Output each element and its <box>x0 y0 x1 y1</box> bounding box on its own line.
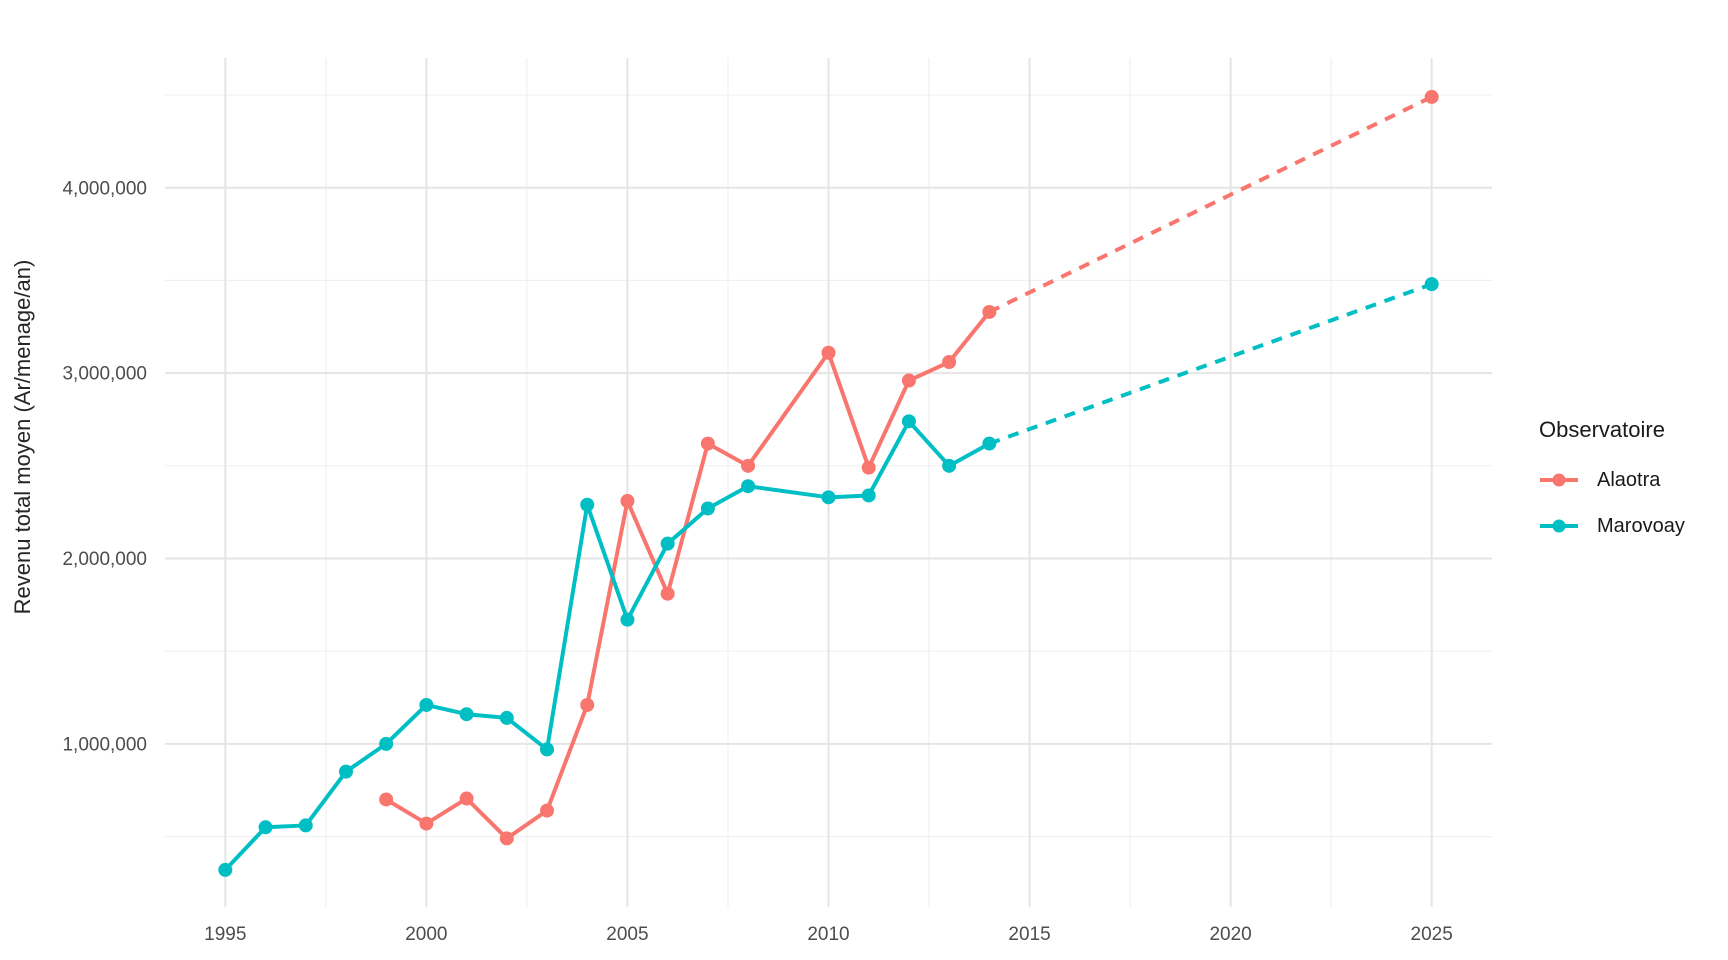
legend-item-alaotra: Alaotra <box>1539 457 1728 503</box>
point-marovoay-2006 <box>660 536 675 551</box>
point-alaotra-2011 <box>861 460 876 475</box>
point-marovoay-2013 <box>942 458 957 473</box>
point-alaotra-2001 <box>459 791 474 806</box>
point-marovoay-2011 <box>861 488 876 503</box>
x-tick-label-2015: 2015 <box>1008 924 1050 945</box>
y-tick-label-2,000,000: 2,000,000 <box>62 549 147 570</box>
point-alaotra-2006 <box>660 586 675 601</box>
x-tick-label-2000: 2000 <box>405 924 447 945</box>
point-alaotra-2002 <box>499 831 514 846</box>
point-alaotra-2013 <box>942 355 957 370</box>
legend-key-alaotra-icon <box>1540 473 1578 487</box>
legend-key-marovoay-icon <box>1540 519 1578 533</box>
y-axis-title: Revenu total moyen (Ar/menage/an) <box>10 259 35 615</box>
point-marovoay-2025-projected <box>1424 277 1439 292</box>
x-tick-label-2020: 2020 <box>1209 924 1251 945</box>
x-tick-label-2005: 2005 <box>606 924 648 945</box>
point-marovoay-2002 <box>499 710 514 725</box>
legend-items: Alaotra Marovoay <box>1539 457 1728 549</box>
point-alaotra-2003 <box>540 803 555 818</box>
legend-title: Observatoire <box>1539 417 1665 442</box>
point-marovoay-2010 <box>821 490 836 505</box>
marovoay-line-projected <box>988 282 1433 446</box>
point-alaotra-2025-projected <box>1424 89 1439 104</box>
point-alaotra-2007 <box>700 436 715 451</box>
y-tick-label-4,000,000: 4,000,000 <box>62 178 147 199</box>
point-marovoay-1995 <box>218 862 233 877</box>
point-marovoay-2005 <box>620 612 635 627</box>
point-marovoay-2012 <box>901 414 916 429</box>
y-tick-label-1,000,000: 1,000,000 <box>62 734 147 755</box>
point-alaotra-1999 <box>379 792 394 807</box>
point-marovoay-2001 <box>459 707 474 722</box>
point-alaotra-2010 <box>821 345 836 360</box>
x-tick-label-1995: 1995 <box>204 924 246 945</box>
x-tick-label-2010: 2010 <box>807 924 849 945</box>
point-marovoay-1999 <box>379 736 394 751</box>
legend: Observatoire Alaotra Marovoay <box>1539 417 1728 549</box>
point-marovoay-2014 <box>982 436 997 451</box>
legend-label-alaotra: Alaotra <box>1597 468 1661 491</box>
point-alaotra-2004 <box>580 697 595 712</box>
point-marovoay-1998 <box>338 764 353 779</box>
legend-item-marovoay: Marovoay <box>1539 503 1728 549</box>
point-alaotra-2000 <box>419 816 434 831</box>
y-tick-label-3,000,000: 3,000,000 <box>62 364 147 385</box>
marovoay-line-observed <box>223 419 991 872</box>
point-marovoay-1996 <box>258 820 273 835</box>
point-alaotra-2005 <box>620 494 635 509</box>
point-marovoay-2004 <box>580 497 595 512</box>
legend-label-marovoay: Marovoay <box>1597 514 1685 537</box>
point-marovoay-2000 <box>419 697 434 712</box>
point-alaotra-2014 <box>982 304 997 319</box>
point-alaotra-2008 <box>741 458 756 473</box>
point-marovoay-2008 <box>741 479 756 494</box>
point-alaotra-2012 <box>901 373 916 388</box>
point-marovoay-2003 <box>540 742 555 757</box>
alaotra-line-projected <box>988 95 1433 314</box>
alaotra-line-observed <box>385 310 991 841</box>
point-marovoay-2007 <box>700 501 715 516</box>
point-marovoay-1997 <box>298 818 313 833</box>
x-tick-label-2025: 2025 <box>1411 924 1453 945</box>
